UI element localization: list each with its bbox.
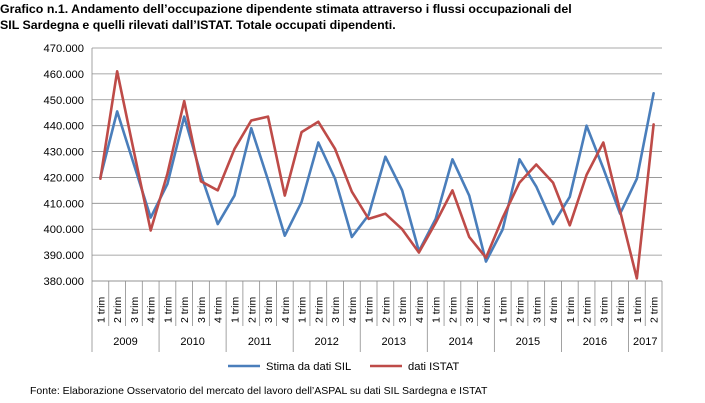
x-tick-label: 2 trim xyxy=(649,296,661,323)
year-label: 2013 xyxy=(382,336,406,348)
x-tick-label: 1 trim xyxy=(95,296,107,323)
x-tick-label: 1 trim xyxy=(162,296,174,323)
y-tick-label: 460.000 xyxy=(44,69,84,81)
year-label: 2011 xyxy=(248,336,272,348)
x-tick-label: 3 trim xyxy=(129,296,141,323)
x-tick-label: 1 trim xyxy=(431,296,443,323)
x-tick-label: 2 trim xyxy=(447,296,459,323)
x-tick-label: 2 trim xyxy=(246,296,258,323)
x-tick-label: 1 trim xyxy=(565,296,577,323)
y-tick-label: 400.000 xyxy=(44,224,84,236)
x-tick-label: 2 trim xyxy=(380,296,392,323)
year-label: 2012 xyxy=(314,336,338,348)
x-tick-label: 3 trim xyxy=(263,296,275,323)
x-tick-label: 2 trim xyxy=(179,296,191,323)
x-tick-label: 1 trim xyxy=(297,296,309,323)
x-tick-label: 4 trim xyxy=(347,296,359,323)
x-tick-label: 2 trim xyxy=(582,296,594,323)
x-axis: 2009 2010 2011 2012 2013 2014 2015 2016 2017 1 tr… xyxy=(91,280,663,352)
y-tick-label: 450.000 xyxy=(44,95,84,107)
x-tick-label: 3 trim xyxy=(196,296,208,323)
x-tick-label: 4 trim xyxy=(146,296,158,323)
y-tick-label: 430.000 xyxy=(44,147,84,159)
x-tick-label: 2 trim xyxy=(112,296,124,323)
y-tick-label: 380.000 xyxy=(44,276,84,288)
y-tick-label: 420.000 xyxy=(44,172,84,184)
year-label: 2016 xyxy=(583,336,607,348)
year-label: 2010 xyxy=(180,336,204,348)
year-label: 2017 xyxy=(633,336,657,348)
x-tick-label: 3 trim xyxy=(330,296,342,323)
y-tick-label: 470.000 xyxy=(44,43,84,55)
x-tick-label: 1 trim xyxy=(632,296,644,323)
x-tick-label: 1 trim xyxy=(498,296,510,323)
y-tick-label: 410.000 xyxy=(44,198,84,210)
year-label: 2015 xyxy=(516,336,540,348)
legend-label: dati ISTAT xyxy=(408,361,459,373)
x-tick-label: 1 trim xyxy=(230,296,242,323)
legend: Stima da dati SIL dati ISTAT xyxy=(228,361,459,373)
gridlines xyxy=(92,47,662,282)
x-tick-label: 3 trim xyxy=(397,296,409,323)
x-tick-label: 4 trim xyxy=(280,296,292,323)
x-tick-label: 1 trim xyxy=(364,296,376,323)
x-tick-label: 4 trim xyxy=(414,296,426,323)
x-tick-label: 4 trim xyxy=(615,296,627,323)
x-tick-label: 4 trim xyxy=(213,296,225,323)
chart-title-line-1: Grafico n.1. Andamento dell’occupazione … xyxy=(0,2,572,16)
series-line-2 xyxy=(99,70,655,280)
year-label: 2014 xyxy=(449,336,473,348)
x-tick-label: 4 trim xyxy=(548,296,560,323)
x-tick-label: 2 trim xyxy=(515,296,527,323)
x-tick-label: 2 trim xyxy=(313,296,325,323)
x-tick-label: 3 trim xyxy=(598,296,610,323)
legend-label: Stima da dati SIL xyxy=(266,361,351,373)
x-tick-label: 4 trim xyxy=(481,296,493,323)
y-tick-label: 390.000 xyxy=(44,250,84,262)
source-note: Fonte: Elaborazione Osservatorio del mer… xyxy=(30,385,488,397)
series-lines xyxy=(99,70,655,280)
y-tick-label: 440.000 xyxy=(44,121,84,133)
x-tick-label: 3 trim xyxy=(464,296,476,323)
year-label: 2009 xyxy=(113,336,137,348)
chart-title: Grafico n.1. Andamento dell’occupazione … xyxy=(0,2,700,33)
x-tick-label: 3 trim xyxy=(531,296,543,323)
chart-title-line-2: SIL Sardegna e quelli rilevati dall’ISTA… xyxy=(0,17,396,32)
y-axis: 380.000 390.000 400.000 410.000 420.000 430.0… xyxy=(44,43,93,288)
